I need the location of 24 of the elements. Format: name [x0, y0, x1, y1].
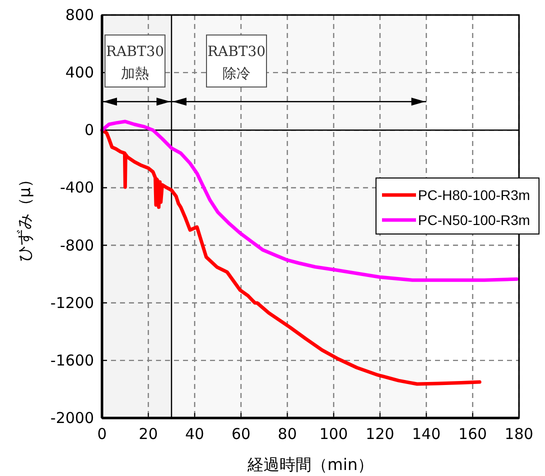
x-tick-label: 0: [97, 425, 107, 443]
x-tick-label: 120: [366, 425, 394, 443]
y-tick-label: -400: [60, 178, 94, 197]
legend-label: PC-H80-100-R3m: [418, 187, 530, 203]
x-tick-label: 100: [319, 425, 348, 443]
x-tick-label: 80: [278, 425, 297, 443]
legend-label: PC-N50-100-R3m: [418, 212, 530, 228]
y-tick-label: -2000: [50, 409, 94, 427]
y-tick-label: -1200: [50, 294, 94, 312]
y-axis-title: ひずみ（μ）: [15, 171, 34, 262]
x-tick-label: 60: [231, 425, 251, 443]
y-tick-label: 800: [65, 6, 94, 24]
x-tick-label: 20: [138, 425, 158, 443]
x-tick-label: 40: [185, 425, 204, 443]
band-label: RABT30 加熱: [106, 44, 164, 82]
band-label: RABT30 除冷: [207, 44, 266, 82]
y-tick-label: -1600: [50, 351, 94, 370]
x-tick-label: 180: [504, 425, 534, 443]
y-tick-label: 0: [84, 121, 94, 140]
y-tick-label: 400: [65, 64, 94, 82]
x-tick-label: 140: [412, 425, 441, 443]
y-tick-label: -800: [60, 236, 94, 254]
x-axis-title: 経過時間（min）: [246, 455, 374, 474]
x-tick-label: 160: [458, 425, 487, 443]
